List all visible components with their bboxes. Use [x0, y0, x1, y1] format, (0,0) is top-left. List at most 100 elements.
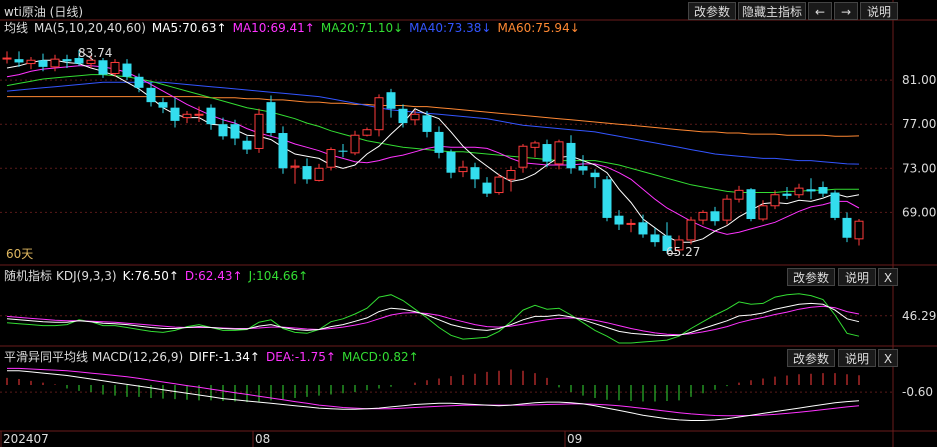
candle	[650, 227, 660, 247]
hide-main-indicator-button[interactable]: 隐藏主指标	[738, 2, 806, 20]
candle-body	[206, 107, 216, 125]
candle-body	[446, 151, 456, 173]
candle-body	[266, 102, 276, 134]
candle	[674, 235, 684, 253]
candle	[326, 147, 336, 171]
candle	[662, 222, 672, 254]
ma10-value: MA10:69.41↑	[232, 21, 315, 35]
candle	[506, 166, 516, 192]
candle-body	[122, 63, 132, 77]
candle-body	[146, 87, 156, 103]
candle-body	[518, 145, 528, 168]
kdj-j-line	[6, 293, 860, 344]
candle-body	[158, 102, 168, 108]
candle	[746, 188, 756, 222]
candle-body	[842, 217, 852, 238]
candle-body	[86, 59, 96, 65]
candle	[98, 58, 108, 78]
candle-body	[818, 187, 828, 194]
candle-body	[542, 144, 552, 162]
candle-body	[338, 150, 348, 152]
macd-params: MACD(12,26,9)	[92, 350, 184, 364]
candle	[134, 73, 144, 93]
macd-value: MACD:0.82↑	[341, 350, 419, 364]
candle-body	[38, 60, 48, 67]
scroll-left-button[interactable]: ←	[808, 2, 832, 20]
candle	[2, 51, 12, 64]
y-tick-label: 73.00	[902, 161, 936, 175]
candle	[638, 214, 648, 238]
kdj-close-button[interactable]: X	[878, 268, 898, 286]
candle-body	[182, 113, 192, 119]
macd-tick-label: -0.60	[902, 385, 933, 399]
candle	[254, 108, 264, 153]
candle-body	[554, 141, 564, 165]
candle-body	[662, 235, 672, 251]
candle	[566, 135, 576, 174]
candle	[14, 51, 24, 67]
macd-help-button[interactable]: 说明	[838, 349, 876, 367]
candle-body	[626, 222, 636, 225]
candle	[122, 59, 132, 81]
candle-body	[638, 222, 648, 235]
candle-body	[278, 133, 288, 169]
candle	[734, 185, 744, 203]
candle-body	[698, 211, 708, 221]
macd-close-button[interactable]: X	[878, 349, 898, 367]
high-marker	[78, 49, 94, 61]
candle-body	[734, 189, 744, 200]
candle	[218, 117, 228, 140]
help-button[interactable]: 说明	[860, 2, 898, 20]
modify-params-button[interactable]: 改参数	[688, 2, 736, 20]
candle	[806, 178, 816, 200]
candle	[782, 187, 792, 200]
candle	[314, 163, 324, 182]
macd-modify-button[interactable]: 改参数	[787, 349, 835, 367]
macd-name: 平滑异同平均线	[4, 350, 89, 364]
candle-body	[98, 60, 108, 75]
candle	[446, 149, 456, 179]
candle	[602, 176, 612, 222]
scroll-right-button[interactable]: →	[834, 2, 858, 20]
candle	[458, 160, 468, 178]
kdj-k-value: K:76.50↑	[122, 269, 179, 283]
candle	[698, 210, 708, 225]
candle	[74, 49, 84, 66]
ma10-line	[6, 65, 860, 235]
candle-body	[602, 179, 612, 218]
candle-body	[50, 58, 60, 68]
candle-body	[290, 165, 300, 168]
ma-label: 均线	[4, 21, 29, 35]
ma20-value: MA20:71.10↓	[320, 21, 404, 35]
candle-body	[854, 220, 864, 240]
candle	[542, 139, 552, 168]
kdj-name: 随机指标	[4, 269, 53, 283]
candle-body	[254, 113, 264, 149]
candle-body	[686, 219, 696, 241]
candle	[494, 173, 504, 195]
chart-title: wti原油 (日线)	[4, 5, 84, 19]
candle	[410, 109, 420, 126]
candle	[434, 126, 444, 159]
kdj-params: KDJ(9,3,3)	[56, 269, 117, 283]
candle-body	[398, 108, 408, 124]
candle	[266, 95, 276, 137]
candle	[158, 97, 168, 114]
kdj-modify-button[interactable]: 改参数	[787, 268, 835, 286]
macd-dea-line	[7, 367, 860, 417]
ma5-value: MA5:70.63↑	[151, 21, 227, 35]
candle	[338, 144, 348, 158]
candle	[62, 54, 72, 68]
candle	[362, 127, 372, 137]
candle-body	[170, 107, 180, 121]
kdj-help-button[interactable]: 说明	[838, 268, 876, 286]
candle	[242, 136, 252, 154]
x-tick-label: 202407	[3, 432, 49, 446]
kdj-d-value: D:62.43↑	[184, 269, 243, 283]
candle-body	[422, 115, 432, 132]
macd-diff-line	[7, 370, 860, 421]
candle-body	[2, 57, 12, 60]
candle-body	[62, 59, 72, 62]
candle	[50, 54, 60, 72]
